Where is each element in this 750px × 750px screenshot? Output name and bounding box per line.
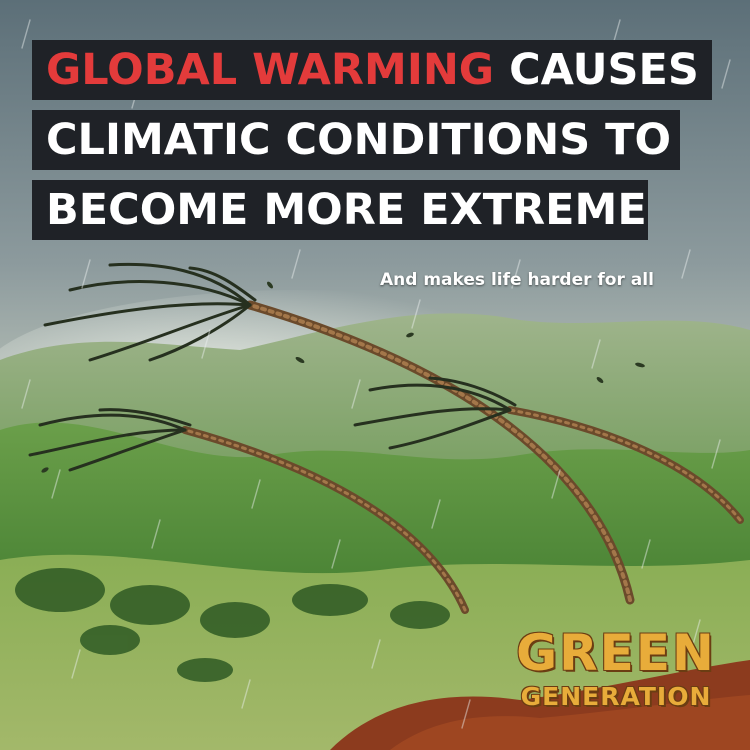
bending-palm-trees xyxy=(181,300,744,614)
headline-line-2: CLIMATIC CONDITIONS TO xyxy=(32,110,680,170)
flying-leaves xyxy=(41,281,645,473)
headline-highlight: GLOBAL WARMING xyxy=(46,45,495,95)
logo-line-1: GREEN xyxy=(516,624,716,682)
headline-line-1: GLOBAL WARMING CAUSES xyxy=(32,40,712,100)
subheadline: And makes life harder for all xyxy=(380,270,654,290)
headline-line-3: BECOME MORE EXTREME xyxy=(32,180,648,240)
palm-fronds xyxy=(28,262,517,472)
logo-line-2: GENERATION xyxy=(520,682,712,711)
rain xyxy=(21,19,731,729)
green-generation-logo: GREEN GENERATION xyxy=(516,625,716,730)
dark-bushes xyxy=(15,568,450,682)
headline-line-1-rest: CAUSES xyxy=(494,45,699,95)
headline: GLOBAL WARMING CAUSES CLIMATIC CONDITION… xyxy=(0,0,750,250)
